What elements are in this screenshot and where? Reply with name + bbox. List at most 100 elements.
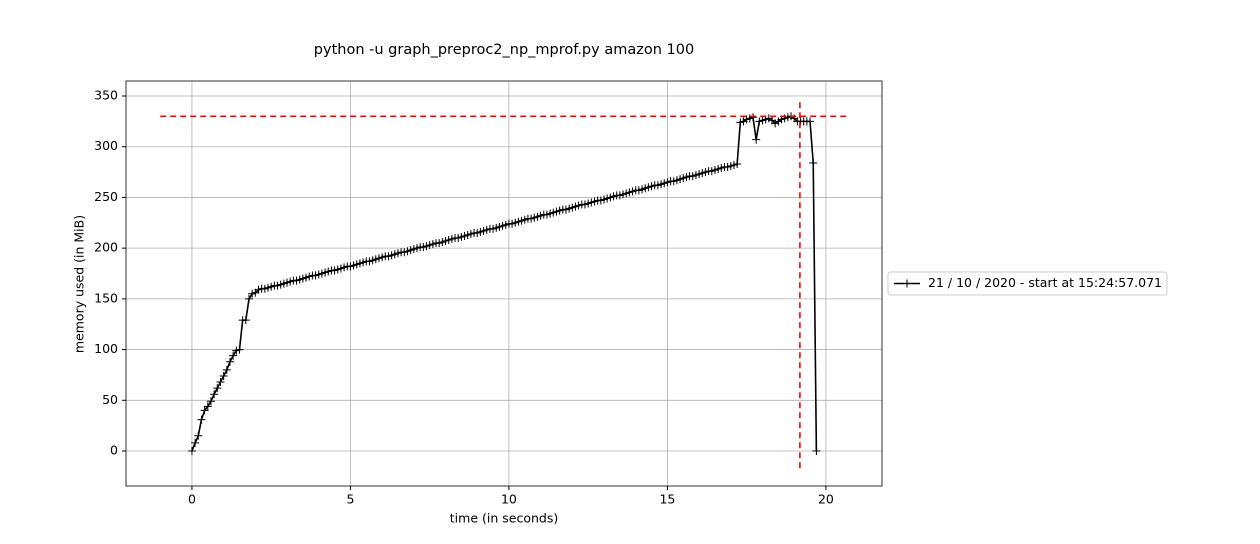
point-marker	[555, 206, 564, 215]
y-tick-label: 50	[102, 392, 118, 407]
point-marker	[710, 166, 719, 175]
point-marker	[489, 224, 498, 233]
point-marker	[352, 260, 361, 269]
y-tick-label: 150	[94, 290, 118, 305]
point-marker	[745, 114, 754, 123]
point-marker	[324, 267, 333, 276]
point-marker	[574, 201, 583, 210]
point-marker	[517, 216, 526, 225]
point-marker	[400, 248, 409, 257]
point-marker	[203, 402, 212, 411]
point-marker	[365, 257, 374, 266]
point-marker	[412, 244, 421, 253]
point-marker	[355, 259, 364, 268]
point-marker	[229, 351, 238, 360]
point-marker	[444, 236, 453, 245]
point-marker	[742, 115, 751, 124]
point-marker	[657, 180, 666, 189]
point-marker	[346, 262, 355, 271]
point-marker	[714, 165, 723, 174]
point-marker	[371, 255, 380, 264]
point-marker	[580, 200, 589, 209]
point-marker	[273, 281, 282, 290]
point-marker	[359, 258, 368, 267]
point-marker	[669, 177, 678, 186]
point-marker	[457, 232, 466, 241]
point-marker	[774, 117, 783, 126]
point-marker	[587, 198, 596, 207]
legend-box	[887, 271, 1168, 296]
point-marker	[806, 117, 815, 126]
point-marker	[552, 207, 561, 216]
point-marker	[701, 168, 710, 177]
point-marker	[336, 264, 345, 273]
point-marker	[384, 252, 393, 261]
plot-frame	[125, 80, 883, 487]
point-marker	[463, 230, 472, 239]
point-marker	[387, 251, 396, 260]
point-marker	[527, 214, 536, 223]
point-marker	[615, 191, 624, 200]
point-marker	[317, 269, 326, 278]
point-marker	[222, 365, 231, 374]
point-marker	[333, 265, 342, 274]
point-marker	[619, 190, 628, 199]
point-marker	[568, 203, 577, 212]
point-marker	[571, 202, 580, 211]
point-marker	[267, 282, 276, 291]
point-marker	[755, 117, 764, 126]
point-marker	[374, 254, 383, 263]
point-marker	[476, 227, 485, 236]
point-marker	[533, 212, 542, 221]
point-marker	[628, 187, 637, 196]
point-marker	[584, 199, 593, 208]
point-marker	[498, 221, 507, 230]
point-marker	[609, 192, 618, 201]
point-marker	[286, 277, 295, 286]
point-marker	[644, 183, 653, 192]
point-marker	[292, 276, 301, 285]
point-marker	[625, 188, 634, 197]
point-marker	[748, 113, 757, 122]
y-tick-label: 200	[94, 240, 118, 255]
point-marker	[682, 173, 691, 182]
point-marker	[520, 215, 529, 224]
legend-marker	[903, 279, 911, 288]
point-marker	[546, 209, 555, 218]
point-marker	[276, 280, 285, 289]
point-marker	[435, 239, 444, 248]
point-marker	[729, 160, 738, 169]
point-marker	[225, 357, 234, 366]
x-tick-label: 15	[659, 492, 675, 507]
point-marker	[695, 170, 704, 179]
point-marker	[660, 179, 669, 188]
point-marker	[428, 240, 437, 249]
x-tick-label: 5	[346, 492, 354, 507]
point-marker	[441, 237, 450, 246]
point-marker	[241, 316, 250, 325]
point-marker	[638, 185, 647, 194]
point-marker	[406, 246, 415, 255]
point-marker	[511, 218, 520, 227]
point-marker	[590, 197, 599, 206]
point-marker	[298, 274, 307, 283]
point-marker	[663, 178, 672, 187]
point-marker	[194, 431, 203, 440]
point-marker	[330, 266, 339, 275]
point-marker	[447, 235, 456, 244]
point-marker	[672, 176, 681, 185]
point-marker	[501, 220, 510, 229]
point-marker	[647, 182, 656, 191]
point-marker	[596, 196, 605, 205]
point-marker	[536, 211, 545, 220]
point-marker	[378, 253, 387, 262]
point-marker	[723, 163, 732, 172]
point-marker	[698, 169, 707, 178]
point-marker	[254, 285, 263, 294]
point-marker	[809, 158, 818, 167]
point-marker	[200, 406, 209, 415]
point-marker	[438, 238, 447, 247]
point-marker	[305, 272, 314, 281]
